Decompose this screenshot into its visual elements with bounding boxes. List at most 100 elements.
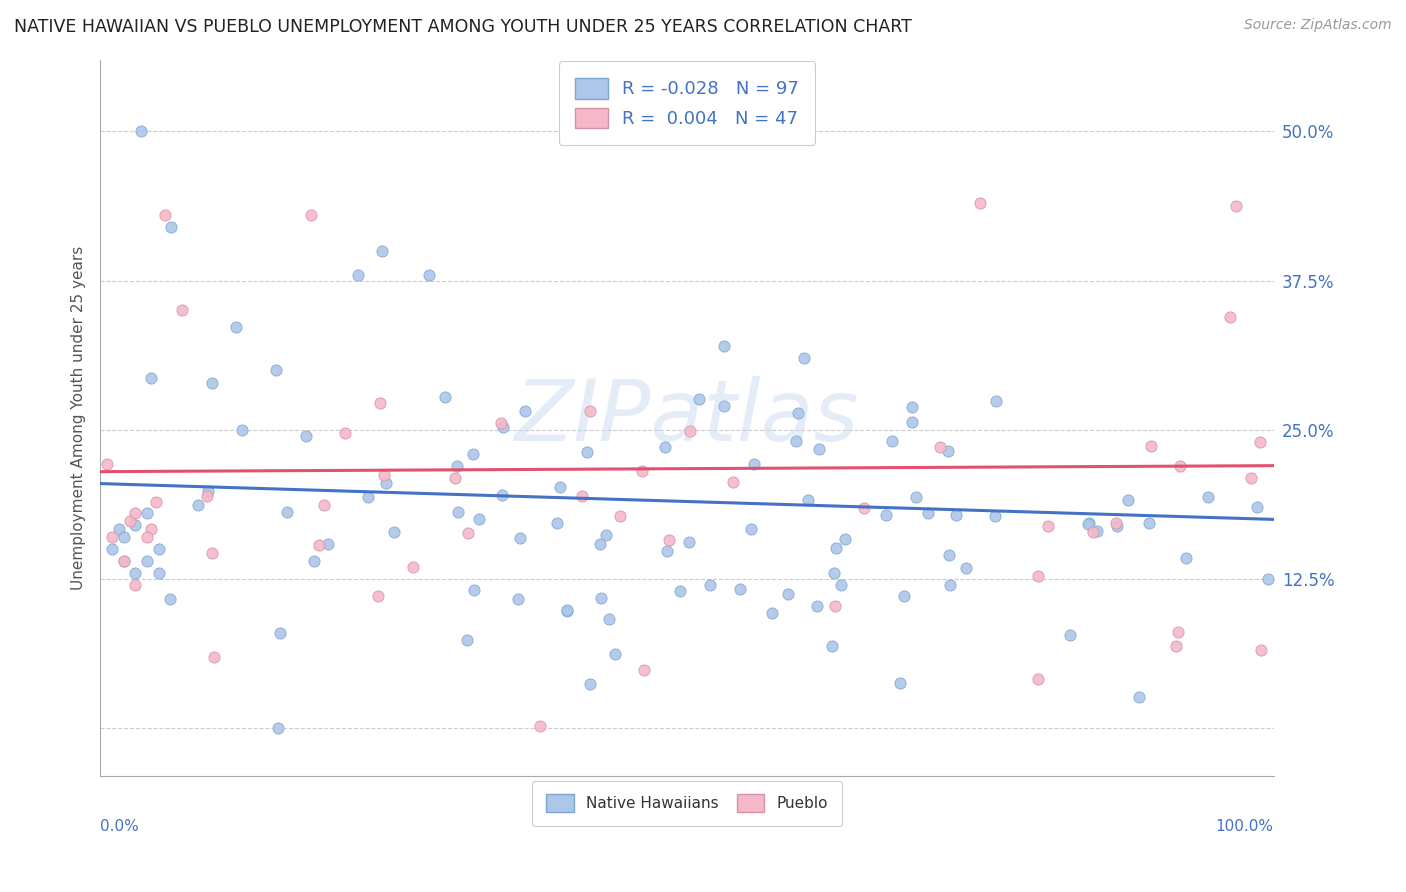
Point (402, 560, 425, 574)
Point (1026, 672, 1049, 686)
Point (124, 578, 146, 592)
Point (509, 532, 531, 546)
Point (375, 476, 398, 491)
Point (917, 506, 939, 520)
Point (595, 528, 617, 542)
Point (603, 647, 626, 661)
Point (461, 446, 484, 460)
Point (633, 663, 655, 677)
Point (266, 722, 288, 736)
Point (905, 490, 928, 504)
Point (367, 589, 389, 603)
Point (986, 394, 1008, 409)
Point (153, 208, 176, 222)
Point (468, 511, 491, 525)
Text: 100.0%: 100.0% (1216, 819, 1274, 834)
Point (513, 404, 536, 418)
Point (713, 399, 735, 413)
Point (969, 195, 991, 210)
Point (129, 124, 152, 138)
Legend: Native Hawaiians, Pueblo: Native Hawaiians, Pueblo (533, 780, 842, 826)
Point (678, 424, 700, 438)
Point (945, 508, 967, 522)
Text: NATIVE HAWAIIAN VS PUEBLO UNEMPLOYMENT AMONG YOUTH UNDER 25 YEARS CORRELATION CH: NATIVE HAWAIIAN VS PUEBLO UNEMPLOYMENT A… (14, 18, 912, 36)
Point (141, 371, 163, 385)
Point (575, 445, 598, 459)
Point (269, 625, 291, 640)
Point (550, 480, 572, 494)
Point (112, 530, 135, 544)
Point (463, 583, 485, 598)
Point (314, 498, 336, 512)
Point (1128, 690, 1150, 704)
Point (139, 522, 162, 536)
Point (112, 554, 135, 568)
Point (834, 532, 856, 546)
Point (1139, 439, 1161, 453)
Point (875, 508, 897, 522)
Point (304, 554, 326, 568)
Point (901, 400, 924, 414)
Point (172, 303, 194, 318)
Point (201, 545, 224, 559)
Point (159, 592, 181, 607)
Point (761, 606, 783, 620)
Point (136, 530, 159, 544)
Point (506, 591, 529, 606)
Point (830, 578, 852, 592)
Point (889, 675, 911, 690)
Point (136, 554, 159, 568)
Point (491, 487, 513, 501)
Point (492, 420, 515, 434)
Point (447, 505, 470, 519)
Point (823, 566, 845, 580)
Point (1197, 491, 1219, 505)
Point (555, 604, 578, 618)
Point (655, 544, 678, 558)
Point (893, 589, 915, 603)
Point (1240, 471, 1263, 485)
Point (264, 363, 287, 377)
Point (371, 244, 394, 258)
Point (1166, 639, 1188, 653)
Point (197, 483, 219, 498)
Point (456, 633, 478, 648)
Point (1077, 516, 1099, 531)
Point (108, 522, 131, 536)
Point (1059, 628, 1081, 642)
Point (557, 603, 579, 617)
Point (101, 530, 124, 544)
Point (688, 392, 710, 407)
Point (609, 508, 631, 523)
Point (159, 219, 181, 234)
Point (112, 554, 135, 568)
Point (443, 471, 465, 485)
Point (1077, 516, 1099, 531)
Point (1257, 573, 1279, 587)
Point (418, 268, 440, 282)
Point (713, 339, 735, 353)
Point (1026, 569, 1049, 583)
Point (936, 444, 959, 458)
Point (1168, 458, 1191, 473)
Point (821, 639, 844, 653)
Point (368, 396, 391, 410)
Point (333, 425, 356, 440)
Point (316, 537, 339, 551)
Point (1249, 435, 1271, 450)
Point (118, 514, 141, 528)
Point (793, 351, 815, 366)
Point (124, 507, 146, 521)
Point (797, 493, 820, 508)
Point (1085, 524, 1108, 538)
Text: 0.0%: 0.0% (100, 819, 139, 834)
Point (1105, 519, 1128, 533)
Point (124, 518, 146, 533)
Point (824, 599, 846, 613)
Point (308, 538, 330, 552)
Point (740, 522, 762, 536)
Point (148, 566, 170, 581)
Point (880, 434, 903, 449)
Point (678, 535, 700, 549)
Point (1137, 516, 1160, 531)
